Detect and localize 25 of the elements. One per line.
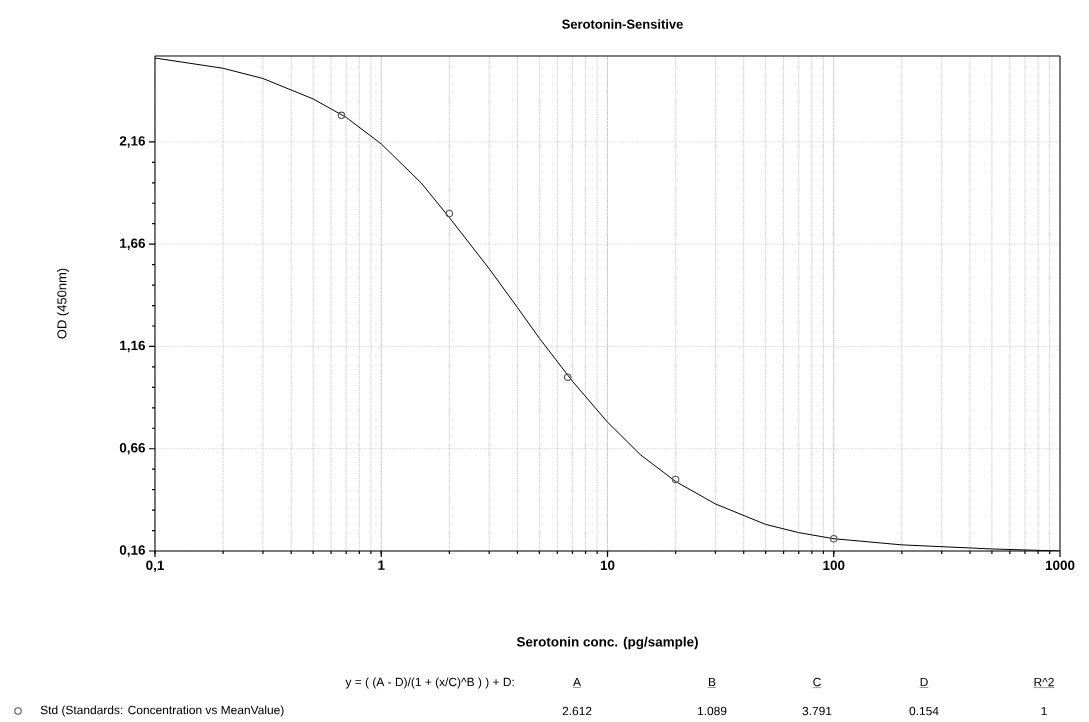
y-tick-label: 0,66 bbox=[119, 442, 146, 455]
text: 3.791 bbox=[802, 706, 832, 716]
x-tick-label: 1000 bbox=[1045, 560, 1075, 571]
chart-title: Serotonin-Sensitive bbox=[562, 19, 683, 29]
text: y = ( (A - D)/(1 + (x/C)^B ) ) + D: bbox=[345, 677, 514, 689]
y-tick-label: 0,16 bbox=[119, 545, 146, 557]
text: 2.612 bbox=[562, 706, 592, 716]
text: R^2 bbox=[1034, 677, 1054, 687]
text: 1 bbox=[1041, 706, 1047, 716]
x-axis-title: Serotonin conc. (pg/sample) bbox=[516, 636, 698, 650]
y-tick-label: 1,16 bbox=[120, 340, 146, 353]
x-tick-label: 1 bbox=[378, 560, 385, 570]
y-tick-label: 1,66 bbox=[120, 238, 146, 250]
text: C bbox=[813, 677, 821, 687]
legend-label: Std (Standards: Concentration vs MeanValue) bbox=[40, 705, 284, 717]
text: 1.089 bbox=[697, 706, 727, 716]
text: B bbox=[709, 677, 716, 687]
x-tick-label: 100 bbox=[823, 560, 845, 571]
text: A bbox=[573, 677, 581, 687]
text: D bbox=[920, 677, 928, 687]
x-tick-label: 0,1 bbox=[146, 560, 164, 572]
text: 0.154 bbox=[909, 706, 939, 716]
y-axis-title: OD (450nm) bbox=[56, 268, 70, 339]
y-tick-label: 2,16 bbox=[119, 136, 146, 148]
x-tick-label: 10 bbox=[600, 560, 615, 571]
